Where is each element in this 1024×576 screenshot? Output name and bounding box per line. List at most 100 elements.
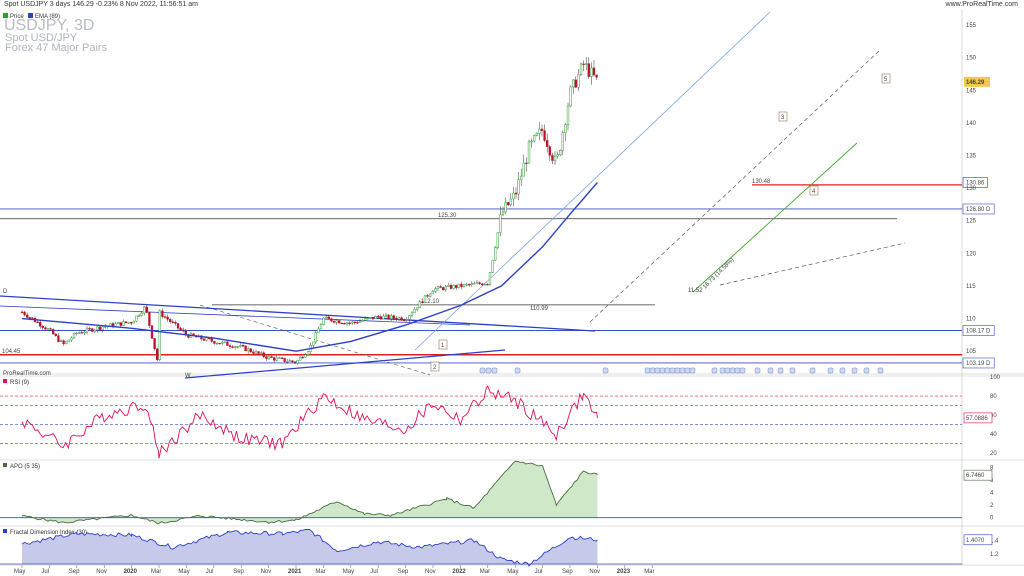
candle-body [533,135,536,142]
event-icon [602,367,609,374]
candle-body [338,320,341,324]
candle-body [163,316,167,318]
wave-label-5-box [881,73,891,84]
fdi-pane-tick: 1.4 [990,538,999,544]
candle-body [135,315,138,322]
candle-body [85,328,89,333]
candle-body [403,319,406,322]
candle-body [26,314,29,318]
apo-pane-last-tag [963,469,993,481]
site-url: www.ProRealTime.com [945,1,1018,8]
candle-body [517,179,520,195]
wave-label-1: 1 [441,343,445,349]
event-icon [739,367,746,374]
candle-body [252,351,255,354]
candle-body [405,319,408,321]
candle-body [455,285,458,288]
apo-pane-tick: 0 [990,516,994,522]
candle-body [280,357,284,359]
candle-body [301,356,304,359]
dashed-channel-upper [589,49,881,323]
price-tick-145: 145 [966,88,977,94]
candle-body [319,324,323,330]
x-tick-May: May [14,569,25,575]
price-legend-swatch [3,13,8,18]
rsi-pane-last-value: 57.0886 [966,416,988,422]
candle-body [127,322,130,324]
candle-body [39,321,42,327]
candle-body [340,322,343,325]
apo-pane-tick: 2 [990,503,994,509]
level-tag [962,203,995,215]
event-icon [729,367,736,374]
price-tick-108-17-D: 108.17 D [966,328,991,334]
event-icon [659,367,666,374]
candle-body [442,287,445,290]
level-label-112-10: 112.10 [421,299,440,305]
candle-body [304,354,307,358]
annotation-16-73: 16.73 (14.58%) [702,257,735,290]
x-tick-May: May [178,569,189,575]
x-tick-Sep: Sep [233,569,244,575]
x-tick-Sep: Sep [69,569,80,575]
price-tick-126-80-D: 126.80 D [966,207,991,213]
candle-body [249,348,252,353]
candle-body [585,63,588,65]
candle-body [317,328,320,333]
event-icon [877,367,884,374]
candle-body [41,325,44,328]
price-tick-146-29: 146.29 [966,80,985,86]
event-icon [649,367,656,374]
candle-body [161,310,164,317]
candle-body [46,328,50,330]
event-icon [684,367,691,374]
x-tick-Sep: Sep [562,569,573,575]
candle-body [270,356,273,358]
candle-body [475,282,479,284]
rsi-pane-tick: 80 [990,394,997,400]
candle-body [418,301,421,309]
candle-body [262,352,265,357]
candle-body [132,320,135,324]
fdi-pane-title: Fractal Dimension Index (30) [10,530,87,536]
event-icon [669,367,676,374]
rsi-pane-last-tag [963,412,993,424]
candle-body [226,341,229,346]
apo-pane-last-value: 6.7460 [966,473,985,479]
price-tick-155: 155 [966,23,977,29]
candle-body [392,315,395,319]
candle-body [345,322,349,325]
x-tick-Nov: Nov [589,569,600,575]
candle-body [72,332,76,339]
candle-body [171,321,174,323]
candle-body [379,316,382,320]
candle-body [546,140,549,147]
candle-body [296,360,299,364]
candle-body [335,320,338,323]
level-tag [962,357,995,369]
candle-body [93,329,96,332]
candle-body [494,247,497,261]
candle-body [114,323,117,327]
event-icon [809,367,816,374]
candle-body [595,74,598,78]
price-pane: 125.30 112.10 110.99 104.45 130.48 D W 1 2 3 4 5 11.… [0,11,962,379]
event-icon [644,367,651,374]
rsi-pane-title: RSI (9) [10,380,29,386]
apo-pane-tick: 8 [990,465,994,471]
event-icon [767,367,774,374]
candle-body [447,284,450,287]
candle-body [348,322,351,324]
candle-body [579,63,583,75]
candle-body [75,332,78,335]
candle-body [426,295,429,297]
candle-body [260,352,263,354]
candle-body [54,333,57,337]
event-icon [689,367,696,374]
candle-body [413,309,416,314]
price-tick-105: 105 [966,349,977,355]
candle-body [247,348,250,352]
candle-body [236,346,239,348]
